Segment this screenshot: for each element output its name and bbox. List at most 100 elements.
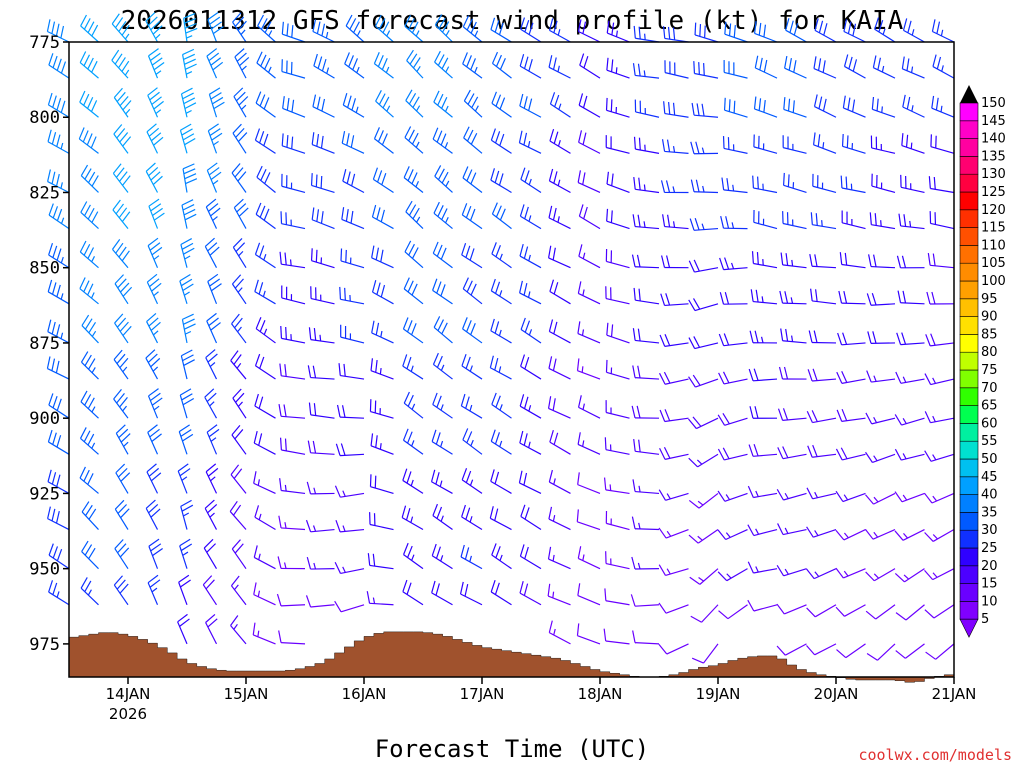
wind-barb — [277, 556, 306, 570]
y-tick-label: 825 — [29, 183, 60, 203]
wind-barb — [253, 582, 276, 606]
wind-barb — [835, 567, 866, 579]
wind-barb — [344, 52, 365, 79]
wind-barb — [902, 94, 925, 118]
colorbar-segment — [959, 334, 979, 353]
wind-barb — [836, 370, 866, 384]
wind-barb — [605, 286, 630, 305]
wind-barb — [432, 127, 453, 154]
wind-barb — [605, 400, 630, 419]
wind-barb — [81, 314, 99, 344]
wind-barb — [747, 599, 778, 612]
wind-barb — [519, 430, 542, 455]
wind-barb — [717, 490, 748, 502]
colorbar-label: 20 — [981, 559, 998, 574]
wind-barb — [871, 173, 896, 194]
colorbar-label: 65 — [981, 399, 998, 414]
wind-barb — [806, 487, 837, 500]
wind-barb — [46, 19, 70, 43]
wind-barb — [430, 469, 453, 494]
wind-barb — [518, 470, 542, 494]
wind-barb — [747, 561, 778, 574]
wind-barb — [402, 317, 424, 344]
wind-barb — [753, 21, 778, 43]
wind-barb — [924, 568, 955, 581]
wind-barb — [806, 526, 837, 538]
colorbar-segment — [959, 565, 979, 584]
wind-barb — [78, 127, 99, 154]
credit-text[interactable]: coolwx.com/models — [858, 746, 1012, 764]
wind-barb — [634, 99, 660, 118]
wind-barb — [577, 395, 601, 419]
wind-barb — [630, 594, 660, 607]
wind-barb — [662, 214, 689, 230]
wind-barb — [278, 515, 306, 531]
wind-barb — [658, 527, 689, 539]
wind-barb — [490, 17, 512, 43]
wind-barb — [548, 168, 571, 193]
wind-barb — [48, 393, 70, 419]
wind-barb — [841, 133, 866, 154]
wind-barb — [206, 424, 220, 455]
wind-barb — [112, 199, 131, 229]
wind-barb — [520, 354, 542, 380]
wind-barb — [842, 95, 866, 118]
wind-barb — [459, 581, 483, 606]
wind-barb — [341, 130, 365, 154]
wind-barb — [231, 424, 247, 455]
wind-barb — [80, 14, 99, 43]
wind-barb — [433, 316, 453, 344]
wind-barb — [278, 404, 306, 419]
colorbar-segment — [959, 262, 979, 282]
wind-barb — [809, 253, 837, 269]
wind-barb — [871, 96, 896, 118]
wind-barb — [146, 312, 161, 344]
wind-barb — [461, 203, 483, 230]
wind-barb — [203, 538, 218, 569]
wind-barb — [841, 210, 866, 230]
wind-barb — [373, 127, 394, 154]
wind-barb — [780, 252, 807, 269]
wind-barb — [547, 583, 571, 606]
wind-barb — [48, 543, 70, 570]
wind-barb — [402, 354, 424, 380]
plot-frame — [68, 41, 955, 678]
wind-barb — [632, 365, 660, 380]
wind-barb — [281, 59, 306, 79]
wind-barb — [519, 394, 542, 419]
wind-barb — [835, 604, 866, 617]
wind-barb — [779, 290, 807, 305]
wind-barb — [371, 245, 394, 269]
wind-barb — [370, 433, 394, 455]
wind-barb — [783, 97, 807, 118]
wind-barb — [835, 490, 866, 503]
wind-barb — [693, 61, 719, 79]
wind-barb — [519, 581, 542, 606]
wind-barb — [204, 388, 218, 419]
wind-barb — [231, 539, 247, 570]
wind-barb — [255, 91, 276, 118]
wind-barb — [605, 359, 630, 380]
wind-barb — [375, 90, 394, 118]
wind-barb — [461, 468, 483, 494]
colorbar-label: 90 — [981, 310, 998, 325]
wind-barb — [231, 313, 247, 344]
wind-barb — [253, 430, 276, 455]
wind-barb — [806, 410, 837, 424]
wind-barb — [577, 170, 601, 194]
colorbar-label: 85 — [981, 327, 998, 342]
colorbar-label: 110 — [981, 238, 1006, 253]
wind-barb — [80, 390, 99, 419]
wind-barb — [308, 327, 335, 344]
wind-barb — [812, 173, 837, 194]
wind-barb — [147, 388, 163, 419]
colorbar-segment — [959, 298, 979, 317]
wind-barb — [748, 443, 778, 457]
colorbar-segment — [959, 583, 979, 602]
colorbar-segment — [959, 440, 979, 460]
wind-barb — [255, 317, 276, 344]
wind-barb — [840, 175, 866, 194]
wind-barb — [114, 499, 130, 530]
wind-barb — [81, 540, 99, 570]
wind-barb — [204, 499, 218, 530]
